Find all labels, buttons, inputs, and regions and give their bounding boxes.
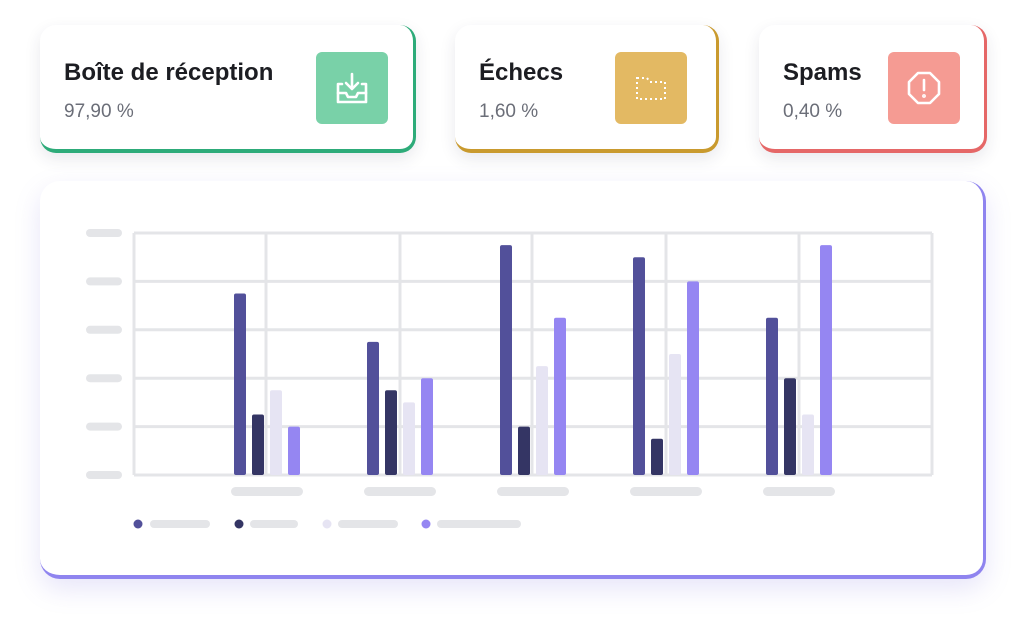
stat-card-inbox: Boîte de réception 97,90 %: [40, 25, 416, 153]
inbox-download-icon: [316, 52, 388, 124]
chart-panel: [40, 181, 986, 579]
stat-value: 1,60 %: [479, 101, 539, 122]
chart-bar: [385, 390, 397, 475]
chart-bar: [784, 378, 796, 475]
legend-label-placeholder: [338, 520, 398, 528]
x-tick-label-placeholder: [497, 487, 569, 496]
stat-title: Boîte de réception: [64, 59, 274, 86]
x-tick-label-placeholder: [231, 487, 303, 496]
chart-bar: [252, 414, 264, 475]
stat-value: 97,90 %: [64, 101, 134, 122]
chart-bar: [766, 317, 778, 475]
dotted-folder-icon: [615, 52, 687, 124]
chart-bar: [536, 366, 548, 475]
x-tick-label-placeholder: [763, 487, 835, 496]
y-tick-label-placeholder: [86, 325, 122, 334]
y-tick-label-placeholder: [86, 229, 122, 237]
stat-title: Spams: [783, 59, 862, 86]
stat-title: Échecs: [479, 59, 564, 86]
chart-bar: [554, 317, 566, 475]
chart-bar: [234, 293, 246, 475]
chart-bar: [669, 354, 681, 475]
chart-bar: [288, 426, 300, 475]
chart-bar: [633, 257, 645, 475]
legend-marker: [133, 519, 143, 529]
y-tick-label-placeholder: [86, 374, 122, 383]
y-tick-label-placeholder: [86, 471, 122, 479]
legend-marker: [322, 519, 332, 529]
stat-value: 0,40 %: [783, 101, 843, 122]
bar-chart: [86, 229, 934, 529]
chart-bar: [500, 245, 512, 475]
legend-marker: [421, 519, 431, 529]
legend-label-placeholder: [150, 520, 210, 528]
legend-marker: [234, 519, 244, 529]
legend-label-placeholder: [437, 520, 521, 528]
stat-card-spams: Spams 0,40 %: [759, 25, 987, 153]
chart-bar: [270, 390, 282, 475]
x-tick-label-placeholder: [630, 487, 702, 496]
y-tick-label-placeholder: [86, 277, 122, 286]
stat-card-failures: Échecs 1,60 %: [455, 25, 719, 153]
chart-bar: [403, 402, 415, 475]
chart-bar: [687, 281, 699, 475]
chart-bar: [802, 414, 814, 475]
chart-bar: [421, 378, 433, 475]
x-tick-label-placeholder: [364, 487, 436, 496]
chart-bar: [820, 245, 832, 475]
chart-bar: [651, 438, 663, 475]
chart-bar: [367, 341, 379, 475]
chart-bar: [518, 426, 530, 475]
legend-label-placeholder: [250, 520, 298, 528]
y-tick-label-placeholder: [86, 422, 122, 431]
alert-octagon-icon: [888, 52, 960, 124]
